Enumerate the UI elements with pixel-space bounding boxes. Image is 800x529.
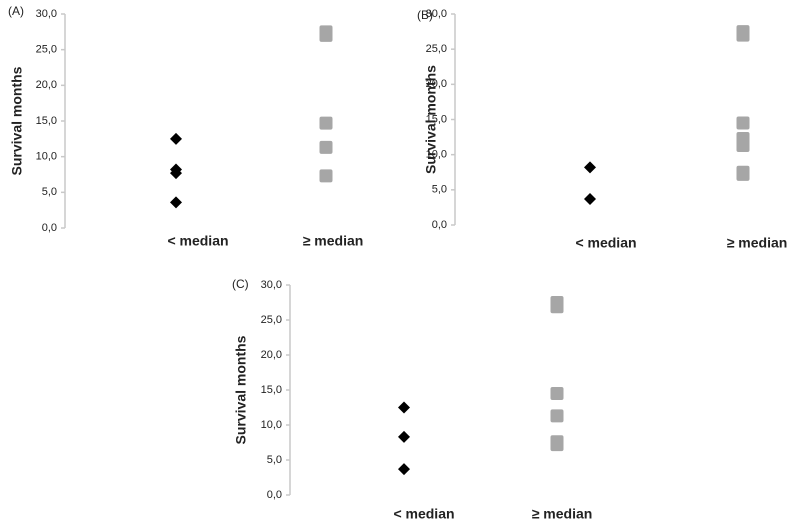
y-tick-label: 20,0 (36, 79, 57, 91)
data-point (736, 167, 750, 181)
category-label: ≥ median (532, 506, 593, 522)
data-point (550, 409, 564, 423)
data-point (319, 28, 333, 42)
data-point (398, 401, 410, 414)
y-tick-label: 30,0 (426, 8, 447, 20)
data-point (584, 192, 596, 205)
y-tick-label: 25,0 (426, 43, 447, 55)
data-point (736, 28, 750, 42)
y-tick-label: 10,0 (36, 151, 57, 163)
y-tick-label: 30,0 (36, 8, 57, 20)
y-tick-label: 20,0 (261, 349, 282, 361)
data-point (319, 116, 333, 130)
data-point (550, 387, 564, 400)
y-tick-label: 5,0 (267, 454, 282, 466)
y-tick-label: 25,0 (36, 44, 57, 56)
panel-label: (A) (8, 4, 24, 18)
data-point (170, 132, 182, 145)
y-tick-label: 10,0 (261, 419, 282, 431)
y-tick-label: 10,0 (426, 149, 447, 161)
category-label: ≥ median (727, 235, 788, 251)
panel-label: (C) (232, 277, 249, 291)
data-point (170, 196, 182, 209)
y-tick-label: 5,0 (42, 186, 57, 198)
panel-label: (B) (417, 8, 433, 22)
category-label: < median (167, 233, 228, 249)
y-tick-label: 15,0 (261, 384, 282, 396)
category-label: < median (575, 235, 636, 251)
y-tick-label: 0,0 (432, 219, 447, 231)
y-tick-label: 0,0 (42, 222, 57, 234)
data-point (736, 139, 750, 153)
data-point (550, 300, 564, 314)
data-point (170, 167, 182, 180)
category-label: ≥ median (303, 233, 364, 249)
y-axis-label: Survival months (423, 65, 439, 174)
data-point (398, 430, 410, 443)
y-tick-label: 0,0 (267, 489, 282, 501)
data-point (398, 463, 410, 476)
data-point (319, 169, 333, 183)
category-label: < median (393, 506, 454, 522)
y-axis-label: Survival months (9, 66, 25, 175)
data-point (319, 140, 333, 154)
data-point (550, 438, 564, 452)
data-point (736, 116, 750, 130)
y-tick-label: 15,0 (426, 113, 447, 125)
y-tick-label: 25,0 (261, 314, 282, 326)
y-axis-label: Survival months (233, 335, 249, 444)
y-tick-label: 5,0 (432, 184, 447, 196)
y-tick-label: 30,0 (261, 279, 282, 291)
data-point (584, 161, 596, 174)
y-tick-label: 15,0 (36, 115, 57, 127)
y-tick-label: 20,0 (426, 78, 447, 90)
